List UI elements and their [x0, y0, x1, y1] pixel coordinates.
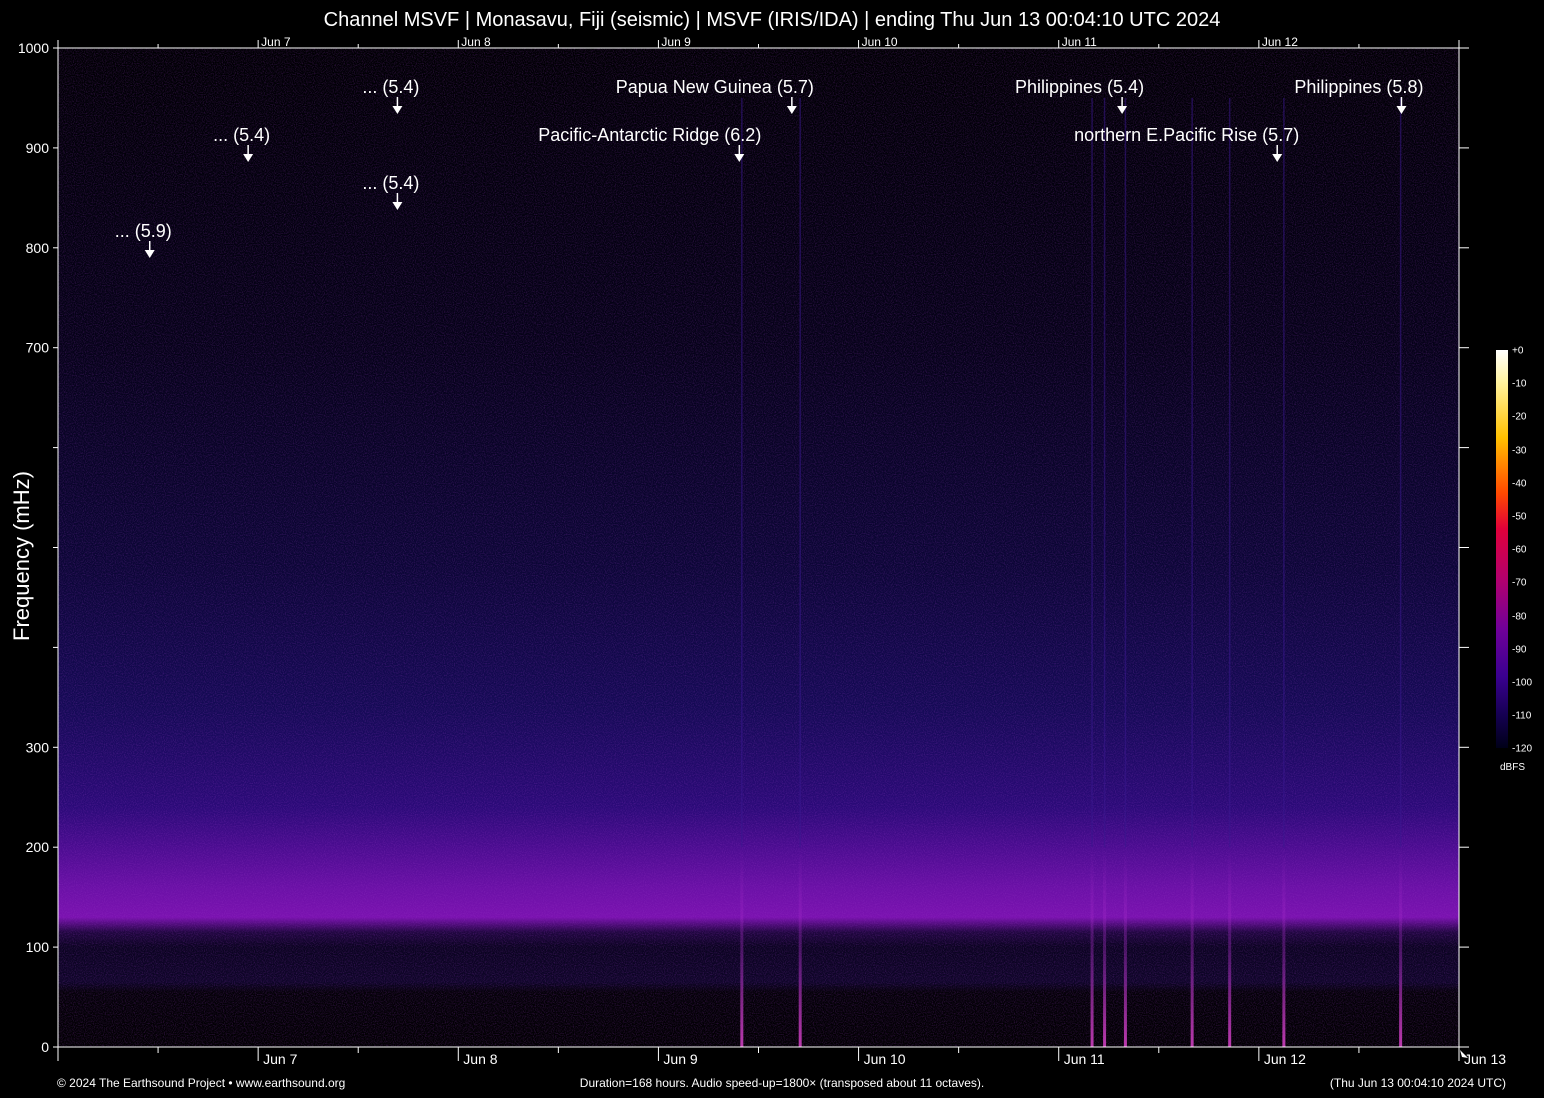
x-tick-label-top: Jun 9	[661, 35, 691, 49]
x-tick-label: Jun 10	[864, 1051, 906, 1067]
event-label: ... (5.4)	[362, 77, 419, 97]
spectrogram-noise	[58, 48, 1459, 1047]
event-arrow-icon	[1396, 106, 1407, 114]
cursor-icon	[1460, 1050, 1468, 1058]
colorbar-tick-label: -110	[1512, 710, 1532, 722]
spectrogram-streak	[1103, 847, 1107, 1047]
colorbar-tick-label: -100	[1512, 677, 1533, 689]
colorbar-tick-label: +0	[1512, 345, 1524, 357]
x-tick-label-top: Jun 12	[1262, 35, 1298, 49]
x-tick-label: Jun 9	[663, 1051, 697, 1067]
chart-title: Channel MSVF | Monasavu, Fiji (seismic) …	[323, 9, 1221, 31]
y-tick-label: 200	[26, 839, 50, 855]
y-tick-label: 900	[26, 140, 50, 156]
x-tick-label-top: Jun 11	[1062, 35, 1097, 49]
event-arrow-icon	[1272, 154, 1283, 162]
event-label: Pacific-Antarctic Ridge (6.2)	[538, 125, 761, 145]
event-arrow-icon	[243, 154, 254, 162]
y-tick-label: 1000	[18, 40, 49, 56]
spectrogram-streak	[1228, 847, 1232, 1047]
event-arrow-icon	[392, 106, 403, 114]
event-label: Papua New Guinea (5.7)	[616, 77, 814, 97]
colorbar-unit: dBFS	[1500, 762, 1526, 773]
event-arrow-icon	[392, 202, 403, 210]
event-label: Philippines (5.8)	[1294, 77, 1423, 97]
x-tick-label: Jun 7	[263, 1051, 297, 1067]
event-label: northern E.Pacific Rise (5.7)	[1074, 125, 1299, 145]
event-arrow-icon	[1117, 106, 1128, 114]
y-tick-label: 800	[26, 240, 50, 256]
colorbar-tick-label: -50	[1512, 511, 1527, 523]
event-arrow-icon	[786, 106, 797, 114]
event-label: ... (5.9)	[115, 221, 172, 241]
footer-copyright: © 2024 The Earthsound Project • www.eart…	[57, 1076, 346, 1090]
event-label: ... (5.4)	[362, 173, 419, 193]
colorbar	[1496, 350, 1508, 748]
footer-duration: Duration=168 hours. Audio speed-up=1800×…	[579, 1076, 985, 1090]
colorbar-tick-label: -10	[1512, 378, 1527, 390]
event-label: ... (5.4)	[213, 125, 270, 145]
colorbar-tick-label: -60	[1512, 544, 1527, 556]
colorbar-tick-label: -20	[1512, 411, 1527, 423]
x-tick-label: Jun 13	[1464, 1051, 1506, 1067]
spectrogram-streak	[1399, 847, 1403, 1047]
x-tick-label-top: Jun 7	[261, 35, 291, 49]
y-tick-label: 100	[26, 939, 50, 955]
x-tick-label: Jun 11	[1064, 1051, 1105, 1067]
y-axis-label: Frequency (mHz)	[9, 471, 34, 641]
footer-timestamp: (Thu Jun 13 00:04:10 2024 UTC)	[1329, 1076, 1506, 1090]
colorbar-tick-label: -90	[1512, 644, 1527, 656]
x-tick-label: Jun 12	[1264, 1051, 1306, 1067]
colorbar-tick-label: -30	[1512, 445, 1527, 457]
y-tick-label: 700	[26, 340, 50, 356]
event-label: Philippines (5.4)	[1015, 77, 1144, 97]
y-tick-label: 0	[41, 1039, 49, 1055]
x-tick-label-top: Jun 8	[461, 35, 491, 49]
event-arrow-icon	[734, 154, 745, 162]
spectrogram-streak	[740, 847, 744, 1047]
y-tick-label: 300	[26, 739, 50, 755]
spectrogram-streak	[1123, 847, 1127, 1047]
spectrogram-streak	[1090, 847, 1094, 1047]
x-tick-label: Jun 8	[463, 1051, 497, 1067]
event-arrow-icon	[144, 250, 155, 258]
spectrogram-streak	[798, 847, 802, 1047]
colorbar-tick-label: -80	[1512, 611, 1527, 623]
spectrogram-streak	[1282, 847, 1286, 1047]
x-tick-label-top: Jun 10	[862, 35, 898, 49]
colorbar-tick-label: -120	[1512, 743, 1533, 755]
colorbar-tick-label: -40	[1512, 478, 1527, 490]
colorbar-tick-label: -70	[1512, 577, 1527, 589]
spectrogram-streak	[1190, 847, 1194, 1047]
